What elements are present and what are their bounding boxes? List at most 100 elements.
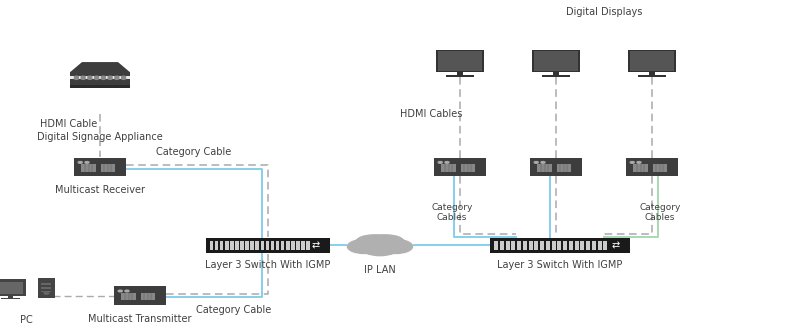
- FancyBboxPatch shape: [532, 50, 581, 72]
- Text: Category
Cables: Category Cables: [431, 203, 473, 222]
- FancyBboxPatch shape: [225, 241, 229, 249]
- FancyBboxPatch shape: [296, 241, 300, 249]
- Circle shape: [74, 76, 78, 78]
- Text: Category
Cables: Category Cables: [639, 203, 681, 222]
- Text: Digital Displays: Digital Displays: [566, 7, 642, 17]
- FancyBboxPatch shape: [563, 241, 567, 249]
- Circle shape: [102, 78, 106, 79]
- FancyBboxPatch shape: [286, 241, 290, 249]
- Circle shape: [88, 78, 92, 79]
- Text: ⇄: ⇄: [311, 240, 320, 250]
- FancyBboxPatch shape: [630, 51, 674, 71]
- FancyBboxPatch shape: [220, 241, 223, 249]
- Circle shape: [541, 162, 545, 163]
- Circle shape: [85, 162, 89, 163]
- Text: HDMI Cables: HDMI Cables: [400, 109, 462, 119]
- FancyBboxPatch shape: [653, 164, 667, 172]
- FancyBboxPatch shape: [114, 286, 166, 305]
- Circle shape: [361, 240, 399, 256]
- Text: PC: PC: [20, 315, 33, 325]
- FancyBboxPatch shape: [506, 241, 510, 249]
- FancyBboxPatch shape: [457, 71, 463, 75]
- FancyBboxPatch shape: [306, 241, 310, 249]
- Circle shape: [347, 239, 381, 254]
- FancyBboxPatch shape: [8, 295, 13, 298]
- FancyBboxPatch shape: [446, 75, 474, 77]
- Circle shape: [74, 78, 78, 79]
- FancyBboxPatch shape: [603, 241, 607, 249]
- FancyBboxPatch shape: [553, 71, 559, 75]
- Circle shape: [445, 162, 449, 163]
- FancyBboxPatch shape: [266, 241, 270, 249]
- FancyBboxPatch shape: [592, 241, 596, 249]
- FancyBboxPatch shape: [291, 241, 294, 249]
- Text: Multicast Receiver: Multicast Receiver: [55, 185, 145, 195]
- Circle shape: [379, 239, 413, 254]
- FancyBboxPatch shape: [1, 298, 20, 299]
- FancyBboxPatch shape: [0, 279, 26, 296]
- FancyBboxPatch shape: [70, 72, 130, 88]
- Polygon shape: [70, 62, 130, 72]
- FancyBboxPatch shape: [281, 241, 285, 249]
- FancyBboxPatch shape: [634, 164, 648, 172]
- FancyBboxPatch shape: [70, 85, 130, 88]
- FancyBboxPatch shape: [276, 241, 279, 249]
- Circle shape: [356, 235, 391, 250]
- FancyBboxPatch shape: [302, 241, 305, 249]
- Text: Multicast Transmitter: Multicast Transmitter: [88, 314, 192, 324]
- FancyBboxPatch shape: [638, 75, 666, 77]
- FancyBboxPatch shape: [461, 164, 475, 172]
- Circle shape: [81, 78, 85, 79]
- FancyBboxPatch shape: [101, 164, 115, 172]
- Circle shape: [356, 235, 404, 255]
- FancyBboxPatch shape: [122, 293, 136, 300]
- Circle shape: [115, 76, 119, 78]
- Text: ⇄: ⇄: [611, 240, 620, 250]
- FancyBboxPatch shape: [41, 283, 51, 285]
- FancyBboxPatch shape: [435, 50, 484, 72]
- Circle shape: [108, 78, 112, 79]
- FancyBboxPatch shape: [551, 241, 556, 249]
- Circle shape: [118, 290, 122, 292]
- FancyBboxPatch shape: [523, 241, 527, 249]
- FancyBboxPatch shape: [41, 291, 51, 292]
- Circle shape: [94, 78, 98, 79]
- Text: Layer 3 Switch With IGMP: Layer 3 Switch With IGMP: [498, 260, 622, 270]
- Text: IP LAN: IP LAN: [364, 265, 396, 275]
- Circle shape: [108, 76, 112, 78]
- FancyBboxPatch shape: [41, 287, 51, 289]
- FancyBboxPatch shape: [246, 241, 249, 249]
- FancyBboxPatch shape: [38, 278, 55, 298]
- FancyBboxPatch shape: [442, 164, 456, 172]
- Circle shape: [81, 76, 85, 78]
- FancyBboxPatch shape: [540, 241, 544, 249]
- Text: HDMI Cable: HDMI Cable: [40, 119, 98, 129]
- FancyBboxPatch shape: [270, 241, 274, 249]
- FancyBboxPatch shape: [250, 241, 254, 249]
- Text: Category Cable: Category Cable: [156, 147, 231, 157]
- FancyBboxPatch shape: [261, 241, 264, 249]
- FancyBboxPatch shape: [542, 75, 570, 77]
- FancyBboxPatch shape: [598, 241, 602, 249]
- FancyBboxPatch shape: [534, 51, 578, 71]
- FancyBboxPatch shape: [580, 241, 584, 249]
- FancyBboxPatch shape: [628, 50, 677, 72]
- FancyBboxPatch shape: [546, 241, 550, 249]
- Circle shape: [534, 162, 538, 163]
- FancyBboxPatch shape: [230, 241, 234, 249]
- FancyBboxPatch shape: [70, 76, 130, 79]
- FancyBboxPatch shape: [494, 241, 498, 249]
- Circle shape: [369, 235, 404, 250]
- FancyBboxPatch shape: [438, 51, 482, 71]
- Circle shape: [637, 162, 641, 163]
- FancyBboxPatch shape: [586, 241, 590, 249]
- FancyBboxPatch shape: [490, 238, 630, 253]
- FancyBboxPatch shape: [74, 158, 126, 176]
- FancyBboxPatch shape: [82, 164, 96, 172]
- FancyBboxPatch shape: [557, 164, 571, 172]
- FancyBboxPatch shape: [434, 158, 486, 176]
- Circle shape: [44, 292, 49, 294]
- FancyBboxPatch shape: [0, 282, 23, 294]
- Circle shape: [78, 162, 82, 163]
- Circle shape: [630, 162, 634, 163]
